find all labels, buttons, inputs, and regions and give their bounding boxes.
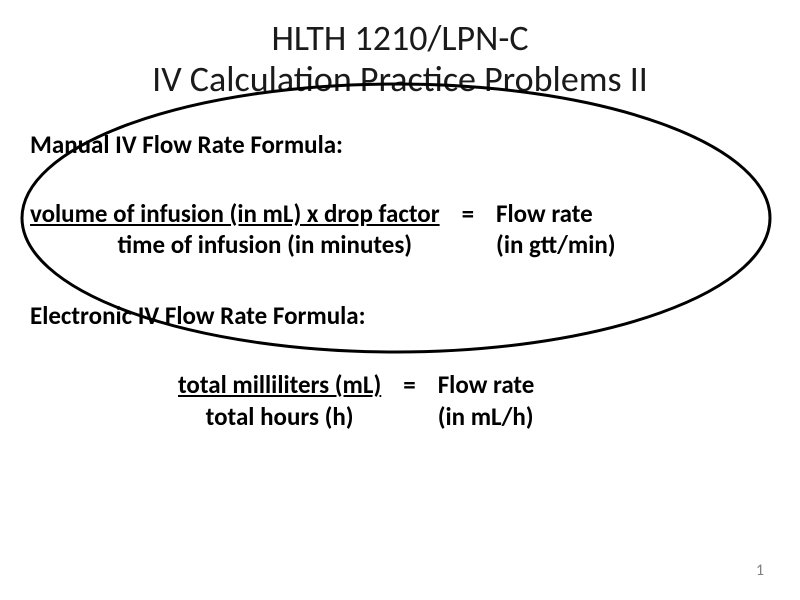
electronic-result: Flow rate (in mL/h) (438, 369, 535, 432)
formula-row: volume of infusion (in mL) x drop factor… (30, 198, 770, 261)
manual-formula: volume of infusion (in mL) x drop factor… (30, 198, 770, 261)
slide: HLTH 1210/LPN-C IV Calculation Practice … (0, 0, 800, 600)
formula-fraction: total milliliters (mL) total hours (h) (178, 369, 381, 432)
equals-sign: = (381, 369, 437, 400)
manual-formula-label: Manual IV Flow Rate Formula: (30, 129, 770, 160)
electronic-result-bottom: (in mL/h) (438, 401, 535, 432)
formula-fraction: volume of infusion (in mL) x drop factor… (30, 198, 440, 261)
title-line-1: HLTH 1210/LPN-C (30, 18, 770, 59)
slide-title: HLTH 1210/LPN-C IV Calculation Practice … (30, 18, 770, 101)
formula-row: total milliliters (mL) total hours (h) =… (178, 369, 770, 432)
manual-result-top: Flow rate (496, 198, 616, 229)
manual-denominator: time of infusion (in minutes) (30, 229, 440, 260)
electronic-result-top: Flow rate (438, 369, 535, 400)
electronic-denominator: total hours (h) (178, 401, 381, 432)
manual-result-bottom: (in gtt/min) (496, 229, 616, 260)
manual-numerator: volume of infusion (in mL) x drop factor (30, 198, 440, 229)
electronic-numerator: total milliliters (mL) (178, 369, 381, 400)
electronic-formula: total milliliters (mL) total hours (h) =… (30, 369, 770, 432)
title-line-2: IV Calculation Practice Problems II (30, 59, 770, 100)
page-number: 1 (756, 561, 764, 580)
equals-sign: = (440, 198, 496, 229)
manual-result: Flow rate (in gtt/min) (496, 198, 616, 261)
electronic-formula-label: Electronic IV Flow Rate Formula: (30, 300, 770, 331)
